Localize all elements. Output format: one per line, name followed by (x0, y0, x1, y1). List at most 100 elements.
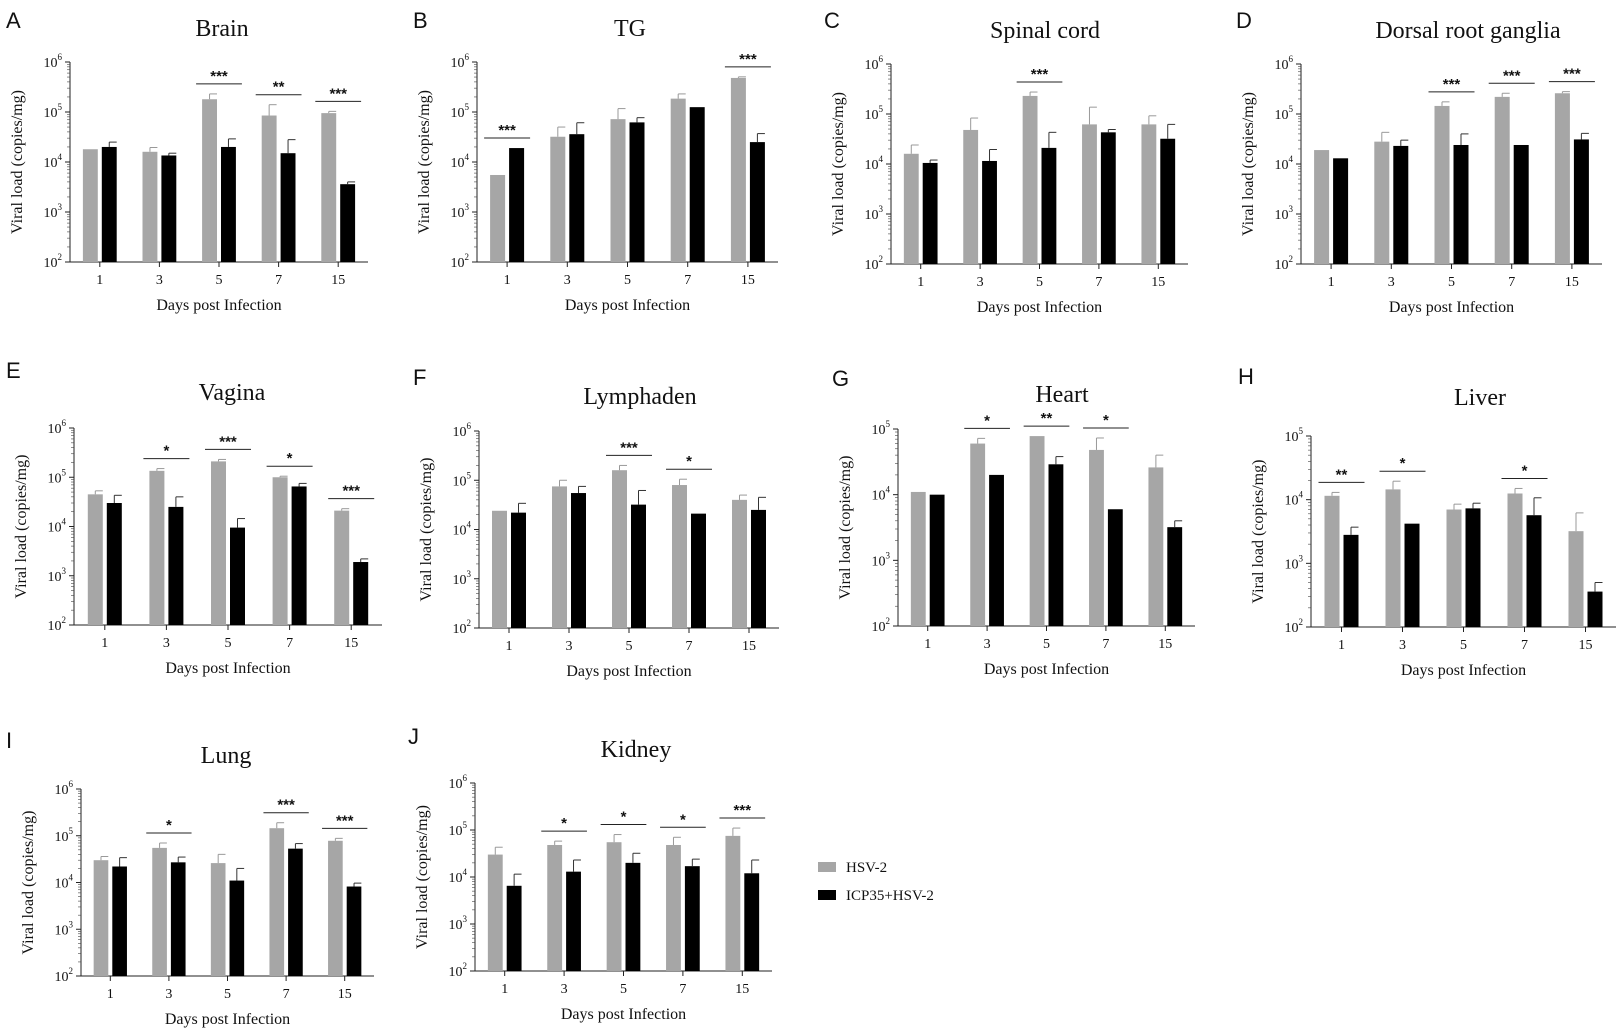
y-tick-label: 104 (1275, 154, 1294, 173)
y-tick-label: 104 (453, 520, 472, 539)
bar-icp35-day-3 (1404, 523, 1420, 627)
bar-hsv2-day-1 (82, 149, 98, 262)
y-tick-label: 105 (449, 820, 468, 839)
significance-label-day-15: *** (1563, 66, 1581, 83)
bar-hsv2-day-3 (142, 151, 158, 262)
bar-icp35-day-7 (280, 153, 296, 262)
x-tick-label: 1 (1338, 638, 1345, 653)
panel-title: TG (614, 16, 646, 42)
x-axis-label: Days post Infection (984, 661, 1109, 678)
bar-hsv2-day-15 (321, 113, 337, 262)
x-tick-label: 15 (1151, 275, 1165, 290)
y-tick-label: 102 (872, 616, 891, 635)
x-tick-label: 1 (506, 639, 513, 654)
x-tick-label: 15 (1579, 638, 1593, 653)
panel-title: Dorsal root ganglia (1375, 18, 1561, 44)
x-tick-label: 7 (686, 639, 693, 654)
bar-icp35-day-5 (221, 146, 236, 262)
x-tick-label: 3 (165, 987, 172, 1002)
panel-letter: J (408, 724, 419, 749)
x-tick-label: 15 (741, 273, 755, 288)
bar-icp35-day-3 (982, 160, 997, 264)
x-tick-label: 15 (1158, 637, 1172, 652)
bar-icp35-day-3 (1393, 145, 1409, 264)
y-tick-label: 102 (1275, 254, 1294, 273)
x-axis-label: Days post Infection (561, 1006, 686, 1023)
x-tick-label: 7 (1508, 275, 1515, 290)
bar-hsv2-day-3 (970, 443, 986, 626)
bar-icp35-day-3 (170, 862, 186, 976)
significance-label-day-5: *** (1031, 66, 1049, 83)
bar-icp35-day-3 (566, 871, 581, 971)
x-tick-label: 15 (1565, 275, 1579, 290)
bar-hsv2-day-1 (87, 494, 103, 625)
bar-icp35-day-1 (112, 866, 127, 976)
bar-icp35-day-7 (1513, 144, 1529, 264)
bar-icp35-day-7 (1107, 509, 1123, 626)
x-axis-label: Days post Infection (156, 297, 281, 314)
x-axis-label: Days post Infection (566, 663, 691, 680)
y-tick-label: 103 (872, 550, 891, 569)
panel-j-kidney: J Kidney 102 103 104 105 106 Viral load (copies… (408, 724, 772, 1023)
x-axis-label: Days post Infection (565, 297, 690, 314)
significance-label-day-7: * (680, 811, 686, 828)
panel-letter: I (6, 728, 12, 753)
bar-hsv2-day-5 (1446, 509, 1462, 627)
y-axis-label: Viral load (copies/mg) (1250, 460, 1267, 604)
panel-letter: H (1238, 364, 1254, 389)
significance-label-day-7: *** (1503, 67, 1521, 84)
y-tick-label: 105 (453, 470, 472, 489)
y-tick-label: 104 (865, 154, 884, 173)
x-tick-label: 1 (924, 637, 931, 652)
x-tick-label: 7 (1095, 275, 1102, 290)
bar-hsv2-day-15 (328, 840, 343, 976)
x-tick-label: 15 (331, 273, 345, 288)
x-tick-label: 7 (1102, 637, 1109, 652)
y-tick-label: 105 (865, 104, 884, 123)
y-tick-label: 106 (453, 421, 472, 440)
x-tick-label: 3 (163, 636, 170, 651)
bar-hsv2-day-7 (261, 115, 277, 262)
legend: HSV-2 ICP35+HSV-2 (818, 860, 934, 904)
significance-label-day-5: *** (210, 68, 228, 85)
x-tick-label: 5 (1448, 275, 1455, 290)
bar-hsv2-day-15 (1141, 124, 1157, 264)
bar-hsv2-day-1 (492, 510, 507, 628)
y-axis-label: Viral load (copies/mg) (418, 458, 435, 602)
bar-icp35-day-15 (751, 509, 766, 628)
y-tick-label: 102 (55, 966, 74, 985)
y-tick-label: 105 (451, 102, 470, 121)
significance-label-day-3: * (1400, 455, 1406, 472)
y-tick-label: 102 (449, 961, 468, 980)
bar-icp35-day-5 (1048, 464, 1064, 626)
x-tick-label: 7 (275, 273, 282, 288)
bar-hsv2-day-3 (552, 486, 567, 628)
y-tick-label: 105 (1285, 426, 1304, 445)
y-tick-label: 104 (872, 485, 891, 504)
y-tick-label: 106 (451, 52, 470, 71)
y-axis-label: Viral load (copies/mg) (837, 456, 854, 600)
y-tick-label: 102 (451, 252, 470, 271)
bar-icp35-day-7 (291, 486, 307, 625)
significance-label-day-3: * (163, 443, 169, 460)
panel-title: Lymphaden (583, 384, 696, 410)
bar-hsv2-day-3 (550, 136, 566, 262)
x-tick-label: 5 (626, 639, 633, 654)
significance-label-day-7: * (1103, 412, 1109, 429)
significance-label-day-15: *** (734, 802, 752, 819)
x-tick-label: 1 (504, 273, 511, 288)
y-tick-label: 104 (44, 152, 63, 171)
y-tick-label: 102 (48, 615, 67, 634)
bar-icp35-day-7 (1526, 515, 1542, 627)
panel-a-brain: A Brain 102 103 104 105 106 Viral load (copies/… (6, 8, 368, 314)
y-tick-label: 102 (453, 618, 472, 637)
bar-hsv2-day-1 (487, 854, 503, 971)
legend-swatch-hsv2 (818, 862, 836, 872)
panel-title: Vagina (199, 380, 266, 406)
panel-letter: E (6, 358, 21, 383)
x-axis-label: Days post Infection (165, 1011, 290, 1028)
significance-label-day-15: *** (336, 812, 354, 829)
y-tick-label: 103 (1285, 553, 1304, 572)
significance-label-day-3: * (166, 817, 172, 834)
bar-hsv2-day-1 (910, 491, 926, 626)
